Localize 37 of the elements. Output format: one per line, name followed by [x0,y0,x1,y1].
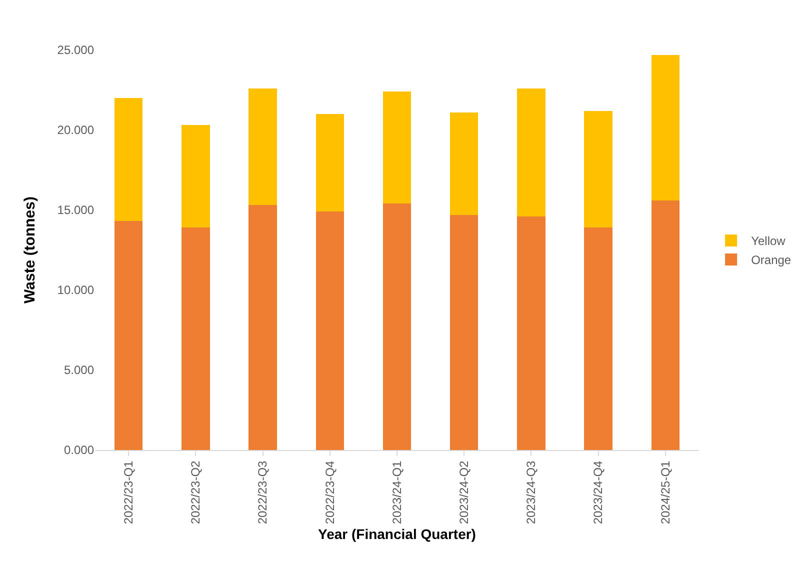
bar [182,228,210,450]
x-tick-label: 2022/23-Q3 [256,460,270,524]
y-tick-label: 15.000 [57,203,94,218]
bar [450,112,478,215]
y-tick-label: 0.000 [64,443,94,458]
bar [517,88,546,216]
x-tick-label: 2022/23-Q2 [188,460,203,524]
bar [182,125,210,228]
x-tick-label: 2024/25-Q1 [658,460,672,524]
bar [517,216,546,450]
bar [316,114,344,212]
y-tick-label: 25.000 [57,43,94,58]
bar [114,98,143,222]
bar [651,200,680,450]
bar [248,205,277,450]
x-tick-label: 2023/24-Q2 [457,460,472,524]
bar [316,212,344,450]
bar [584,228,612,450]
bar [382,204,412,450]
y-tick-label: 5.000 [64,363,94,378]
x-axis-title: Year (Financial Quarter) [318,526,476,542]
bar [584,110,612,228]
x-tick-label: 2023/24-Q3 [524,460,538,524]
bar [248,88,277,206]
bar [382,92,412,204]
legend-label: Orange [751,253,792,268]
x-tick-label: 2023/24-Q1 [390,460,404,524]
bar [450,214,478,450]
bar [651,54,680,200]
y-tick-label: 20.000 [57,123,94,138]
x-tick-label: 2022/23-Q4 [322,460,337,524]
y-axis-title: Waste (tonnes) [22,196,39,304]
x-tick-label: 2023/24-Q4 [591,460,606,524]
legend-label: Yellow [751,234,786,248]
bar [114,221,143,450]
x-tick-label: 2022/23-Q1 [121,460,136,524]
y-tick-label: 10.000 [57,283,94,298]
